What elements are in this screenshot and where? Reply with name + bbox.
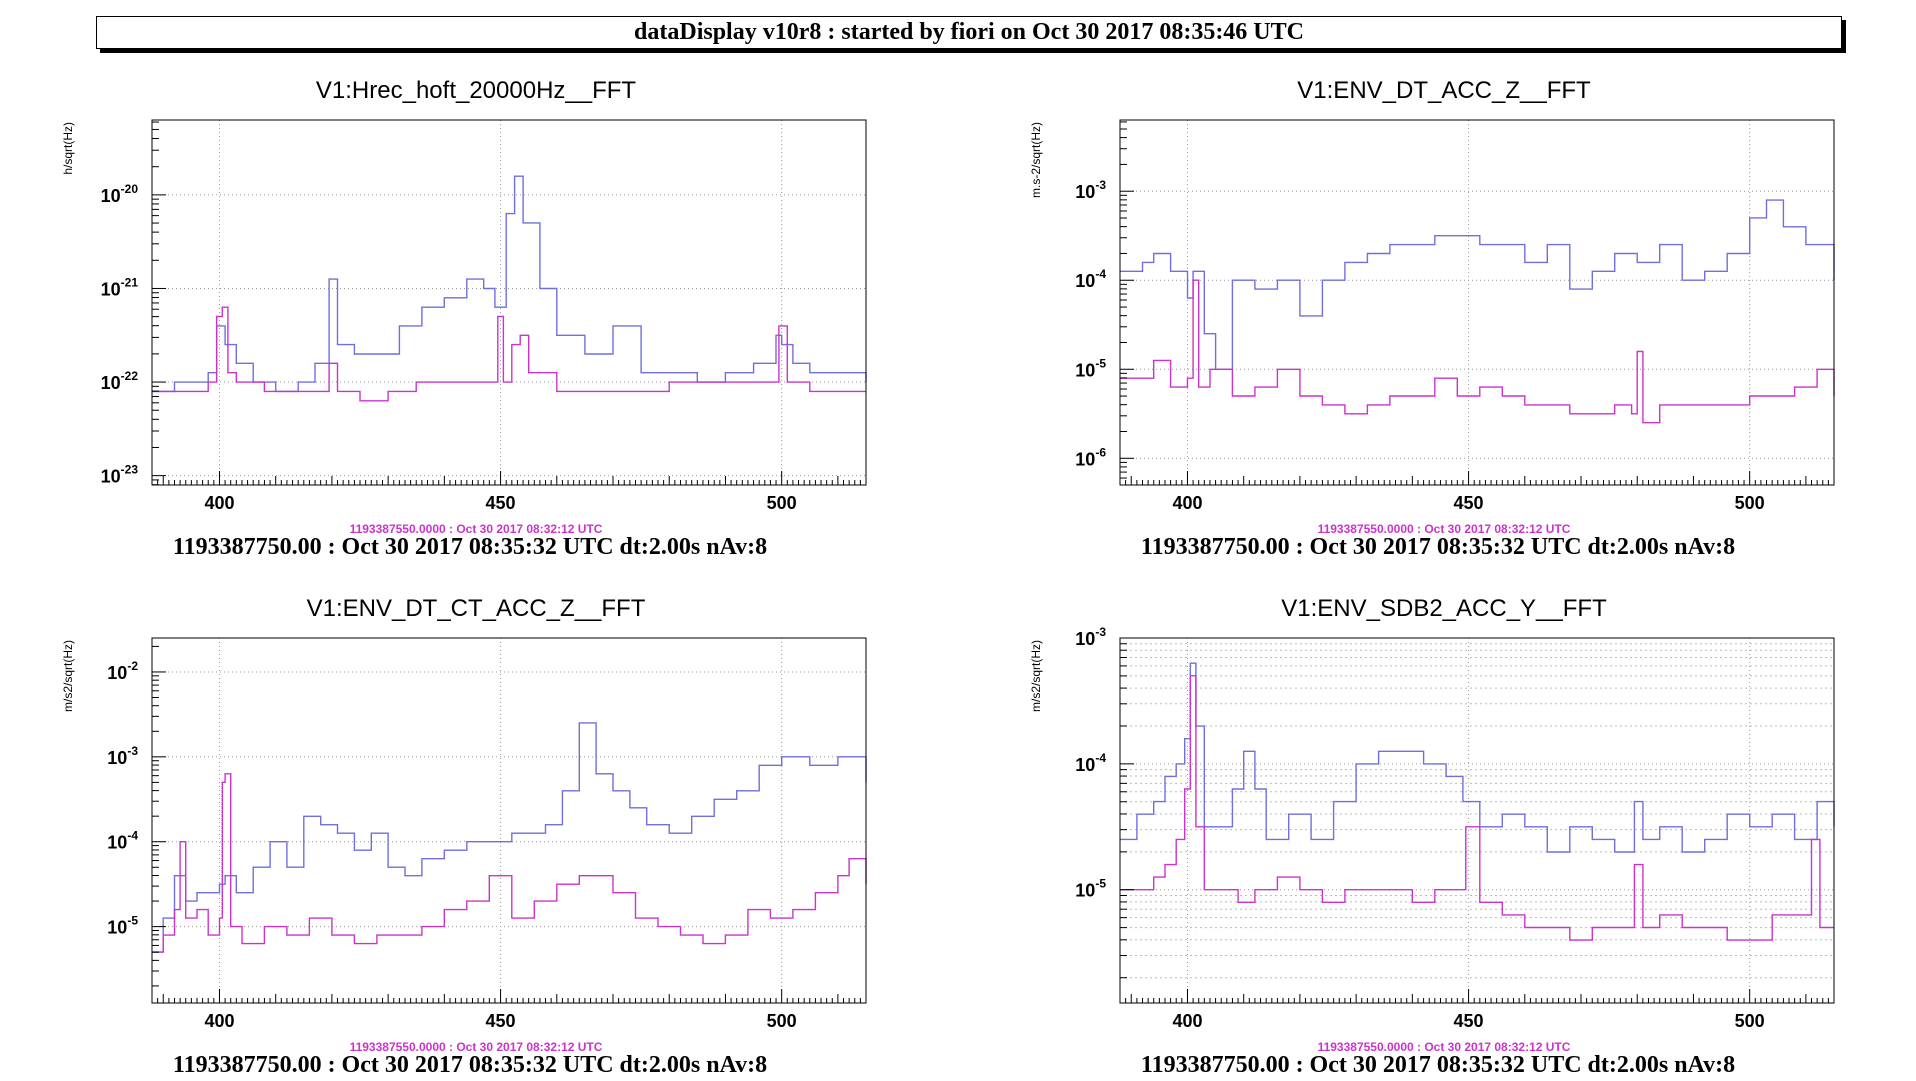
chart-title: V1:ENV_DT_CT_ACC_Z__FFT (307, 595, 646, 622)
y-tick-label: 10-3 (1075, 625, 1106, 649)
y-tick-label: 10-4 (1075, 267, 1106, 291)
y-tick-label: 10-5 (1075, 356, 1106, 380)
x-tick-label: 500 (767, 1011, 797, 1031)
series-reference (152, 773, 867, 953)
y-axis-label: m/s2/sqrt(Hz) (61, 640, 75, 712)
reference-timestamp: 1193387550.0000 : Oct 30 2017 08:32:12 U… (1318, 1040, 1571, 1054)
chart-footer: 1193387750.00 : Oct 30 2017 08:35:32 UTC… (1141, 534, 1735, 556)
x-tick-label: 500 (767, 493, 797, 513)
y-tick-label: 10-21 (101, 275, 139, 299)
x-tick-label: 450 (1454, 1011, 1484, 1031)
plot-area (1120, 638, 1834, 1003)
plot-frame (1119, 637, 1835, 1004)
plot-area (1120, 120, 1834, 485)
chart-svg: 10-5 10-4 10-3 10-2 400 450 500 V1:ENV_DT_CT_AC… (61, 595, 867, 1074)
plot-frame (151, 637, 867, 1004)
x-tick-label: 500 (1735, 1011, 1765, 1031)
x-tick-label: 450 (486, 493, 516, 513)
y-tick-label: 10-2 (107, 659, 138, 683)
x-tick-label: 400 (1172, 1011, 1202, 1031)
reference-timestamp: 1193387550.0000 : Oct 30 2017 08:32:12 U… (350, 522, 603, 536)
plot-frame (1119, 119, 1835, 486)
series-current (1120, 199, 1835, 370)
series-reference (152, 306, 866, 402)
series-current (152, 175, 867, 393)
chart-title: V1:Hrec_hoft_20000Hz__FFT (316, 77, 637, 104)
chart-panel-env-dt-acc: 10-6 10-5 10-4 10-3 400 450 500 V1:ENV_DT_ACC_Z… (968, 56, 1908, 556)
y-tick-label: 10-6 (1075, 445, 1106, 469)
x-tick-label: 400 (1172, 493, 1202, 513)
chart-panel-hrec: 10-23 10-22 10-21 10-20 400 450 500 V1:Hrec_hof… (0, 56, 940, 556)
y-tick-label: 10-4 (107, 829, 138, 853)
y-tick-label: 10-20 (101, 182, 139, 206)
series-current (1120, 662, 1835, 853)
chart-svg: 10-6 10-5 10-4 10-3 400 450 500 V1:ENV_DT_ACC_Z… (1029, 77, 1835, 556)
chart-panel-env-sdb2-acc: 10-5 10-4 10-3 400 450 500 V1:ENV_SDB2_ACC_Y__… (968, 574, 1908, 1074)
x-tick-label: 450 (486, 1011, 516, 1031)
plot-area (152, 120, 866, 485)
y-axis-label: m.s-2/sqrt(Hz) (1029, 122, 1043, 198)
reference-timestamp: 1193387550.0000 : Oct 30 2017 08:32:12 U… (350, 1040, 603, 1054)
y-tick-label: 10-5 (107, 914, 138, 938)
x-tick-label: 400 (204, 1011, 234, 1031)
chart-title: V1:ENV_SDB2_ACC_Y__FFT (1281, 595, 1607, 622)
chart-svg: 10-5 10-4 10-3 400 450 500 V1:ENV_SDB2_ACC_Y__… (1029, 595, 1835, 1074)
x-tick-label: 450 (1454, 493, 1484, 513)
chart-panel-env-dt-ct-acc: 10-5 10-4 10-3 10-2 400 450 500 V1:ENV_DT_CT_AC… (0, 574, 940, 1074)
x-tick-label: 400 (204, 493, 234, 513)
plot-area (152, 638, 866, 1003)
series-current (152, 722, 867, 953)
page-title: dataDisplay v10r8 : started by fiori on … (634, 19, 1304, 45)
y-tick-label: 10-3 (107, 744, 138, 768)
chart-footer: 1193387750.00 : Oct 30 2017 08:35:32 UTC… (1141, 1052, 1735, 1074)
y-tick-label: 10-22 (101, 369, 139, 393)
y-tick-label: 10-23 (101, 463, 139, 487)
y-axis-label: m/s2/sqrt(Hz) (1029, 640, 1043, 712)
reference-timestamp: 1193387550.0000 : Oct 30 2017 08:32:12 U… (1318, 522, 1571, 536)
title-bar: dataDisplay v10r8 : started by fiori on … (96, 16, 1842, 49)
y-tick-label: 10-3 (1075, 178, 1106, 202)
chart-title: V1:ENV_DT_ACC_Z__FFT (1297, 77, 1591, 104)
series-reference (1120, 675, 1834, 941)
chart-footer: 1193387750.00 : Oct 30 2017 08:35:32 UTC… (173, 534, 767, 556)
chart-footer: 1193387750.00 : Oct 30 2017 08:35:32 UTC… (173, 1052, 767, 1074)
series-reference (1120, 279, 1835, 424)
y-axis-label: h/sqrt(Hz) (61, 122, 75, 175)
y-tick-label: 10-5 (1075, 877, 1106, 901)
chart-svg: 10-23 10-22 10-21 10-20 400 450 500 V1:Hrec_hof… (61, 77, 867, 556)
x-tick-label: 500 (1735, 493, 1765, 513)
y-tick-label: 10-4 (1075, 751, 1106, 775)
